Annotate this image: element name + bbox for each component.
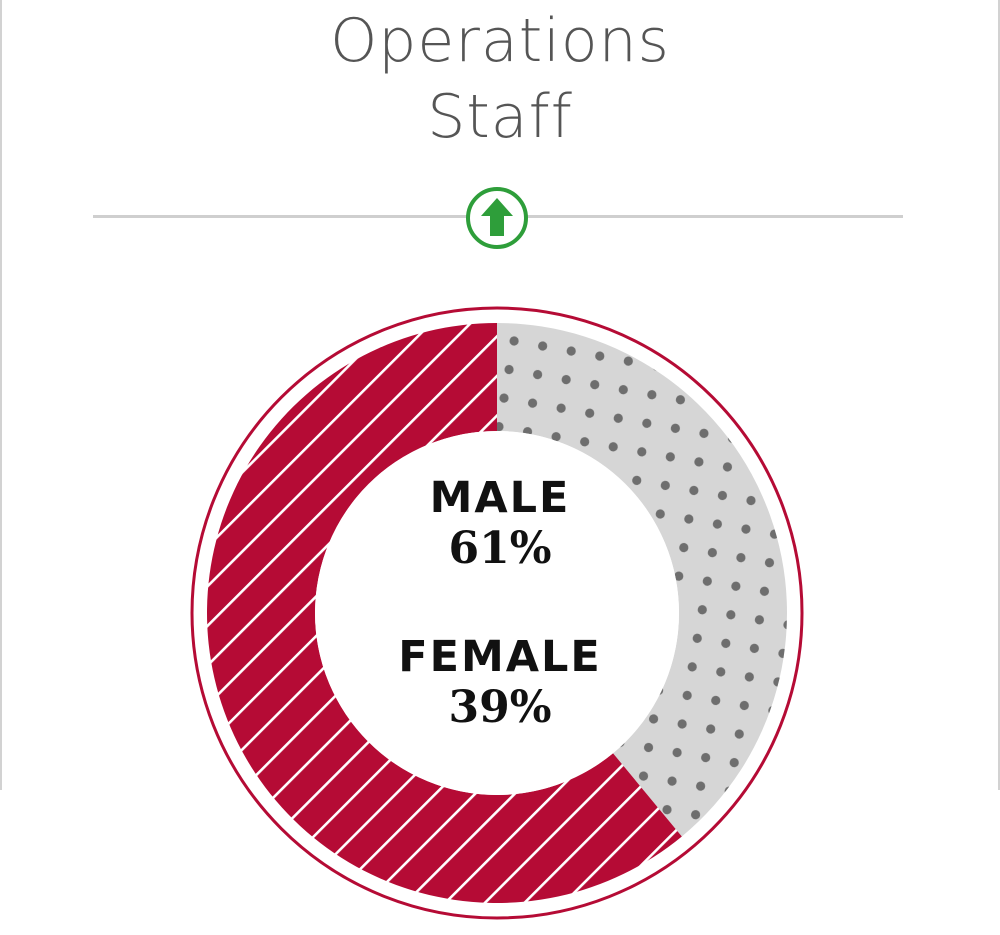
- donut-hole: [315, 431, 679, 795]
- male-percent-label: 61%: [448, 523, 552, 574]
- female-category-label: FEMALE: [398, 632, 602, 682]
- title-line-2: Staff: [427, 82, 573, 152]
- title-line-1: Operations: [330, 6, 670, 76]
- chart-title: Operations Staff: [0, 0, 1000, 155]
- right-border: [998, 0, 1000, 790]
- slice-male: [206, 323, 682, 903]
- left-border: [0, 0, 2, 790]
- male-label-block: MALE 61%: [300, 473, 700, 575]
- female-percent-label: 39%: [448, 682, 552, 733]
- slice-female: [497, 323, 787, 837]
- up-arrow-icon: [466, 187, 528, 249]
- male-category-label: MALE: [429, 473, 571, 523]
- female-label-block: FEMALE 39%: [300, 632, 700, 734]
